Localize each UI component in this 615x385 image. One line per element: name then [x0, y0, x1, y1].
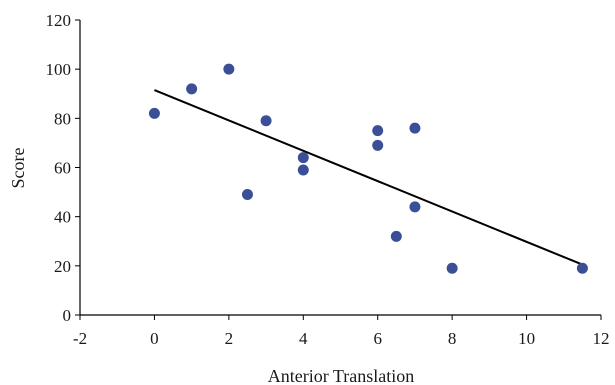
x-tick-label: 6	[373, 329, 382, 348]
x-tick-label: 12	[593, 329, 610, 348]
data-point	[446, 262, 458, 274]
x-tick-label: 0	[150, 329, 159, 348]
data-point	[409, 122, 421, 134]
data-points	[148, 63, 588, 274]
data-point	[241, 189, 253, 201]
x-axis-title: Anterior Translation	[268, 366, 415, 385]
trendline-group	[154, 89, 583, 266]
data-point	[148, 107, 160, 119]
y-tick-label: 0	[63, 306, 72, 325]
x-tick-label: 8	[448, 329, 457, 348]
data-point	[223, 63, 235, 75]
x-tick-label: -2	[73, 329, 87, 348]
data-point	[186, 83, 198, 95]
x-tick-label: 10	[518, 329, 535, 348]
data-point	[372, 125, 384, 137]
x-tick-label: 2	[225, 329, 234, 348]
data-point	[576, 262, 588, 274]
x-tick-label: 4	[299, 329, 308, 348]
data-point	[390, 230, 402, 242]
data-point	[409, 201, 421, 213]
y-tick-label: 100	[46, 60, 72, 79]
data-point	[372, 139, 384, 151]
data-point	[260, 115, 272, 127]
y-tick-label: 60	[54, 159, 71, 178]
y-tick-label: 120	[46, 11, 72, 30]
trendline	[154, 89, 583, 266]
data-point	[297, 152, 309, 164]
y-axis-title: Score	[8, 147, 28, 188]
y-tick-label: 80	[54, 109, 71, 128]
data-point	[297, 164, 309, 176]
y-tick-label: 20	[54, 257, 71, 276]
y-tick-label: 40	[54, 208, 71, 227]
